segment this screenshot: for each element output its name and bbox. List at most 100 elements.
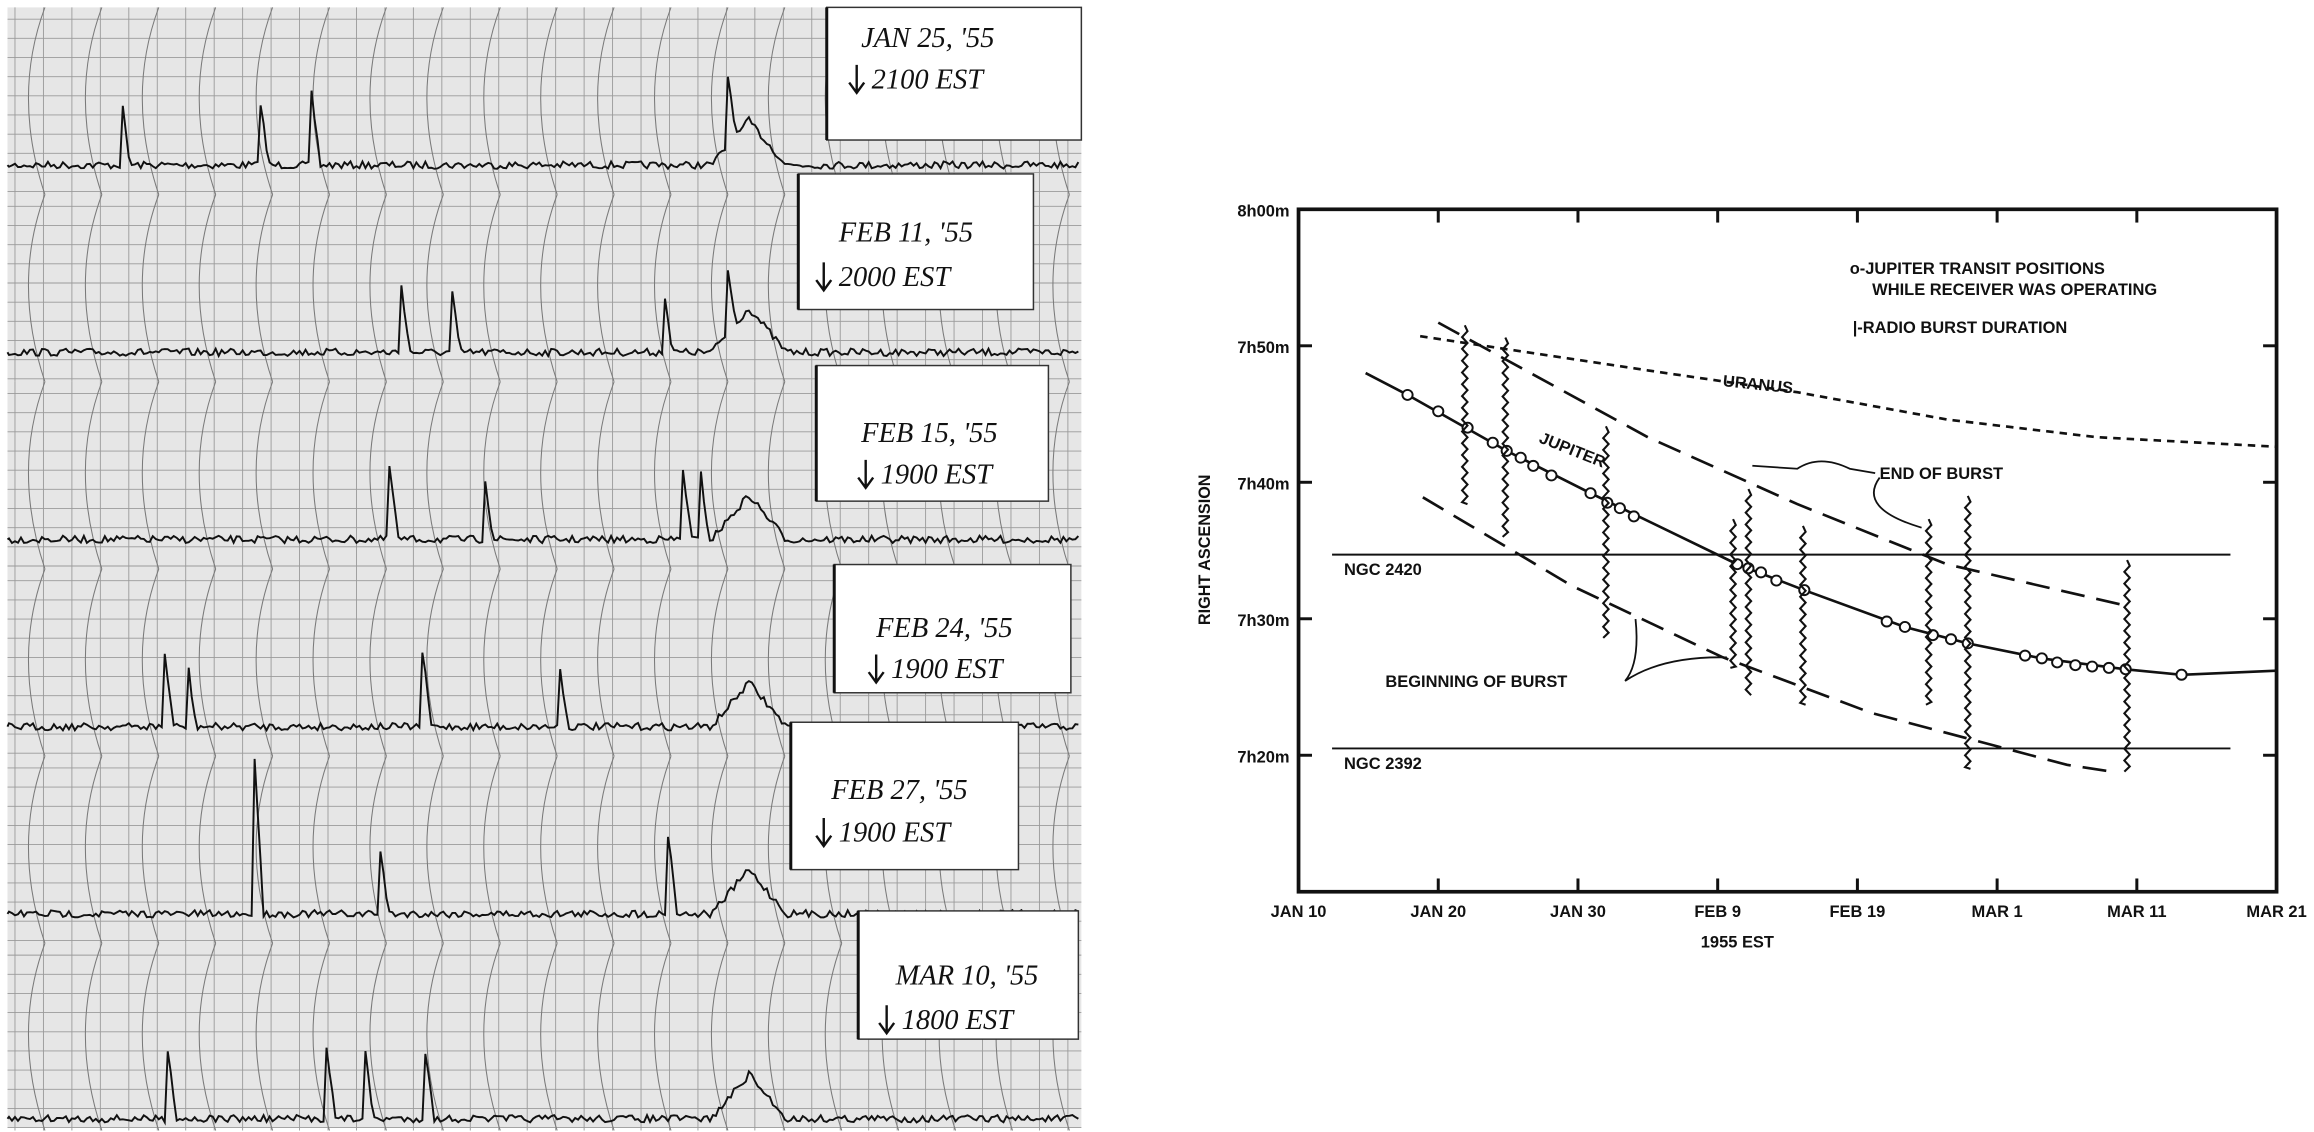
transit-point bbox=[1527, 459, 1540, 472]
strip-trace bbox=[6, 465, 1080, 546]
y-tick-label: 7h20m bbox=[1237, 749, 1289, 767]
recording-date: FEB 11, '55 bbox=[838, 218, 973, 249]
burst-duration bbox=[2122, 559, 2132, 773]
x-tick-label: FEB 9 bbox=[1694, 903, 1741, 921]
recording-strip: FEB 15, '55 1900 EST bbox=[6, 364, 1082, 570]
transit-point bbox=[1944, 633, 1958, 646]
label-card bbox=[833, 563, 1072, 694]
x-tick-label: MAR 21 bbox=[2246, 903, 2306, 921]
curve-label: URANUS bbox=[1722, 372, 1794, 397]
recording-time: 2000 EST bbox=[839, 262, 953, 293]
y-tick-label: 7h30m bbox=[1237, 612, 1289, 630]
burst-duration bbox=[1501, 337, 1510, 538]
transit-point bbox=[1545, 469, 1558, 482]
x-tick-label: JAN 30 bbox=[1550, 903, 1606, 921]
recording-date: FEB 27, '55 bbox=[830, 775, 967, 806]
recording-arrow bbox=[878, 1005, 896, 1036]
x-tick-label: JAN 20 bbox=[1410, 903, 1466, 921]
recording-date: FEB 24, '55 bbox=[875, 613, 1012, 644]
transit-point bbox=[1514, 451, 1527, 464]
transit-point bbox=[1961, 637, 1974, 650]
transit-point bbox=[1613, 502, 1626, 515]
label-card bbox=[790, 721, 1020, 871]
strip-trace bbox=[6, 1047, 1079, 1126]
y-axis-title: RIGHT ASCENSION bbox=[1196, 474, 1214, 625]
legend-text: o-JUPITER TRANSIT POSITIONS bbox=[1850, 260, 2105, 278]
transit-plot: RIGHT ASCENSION 1955 EST o-JUPITER TRANS… bbox=[1196, 203, 2307, 952]
recording-arrow bbox=[815, 818, 833, 849]
recording-strip: FEB 11, '55 2000 EST bbox=[6, 173, 1082, 382]
curve bbox=[1365, 371, 2277, 677]
recording-arrow bbox=[848, 64, 866, 95]
strip-trace bbox=[6, 270, 1079, 359]
burst-duration bbox=[1924, 518, 1934, 706]
recording-time: 1800 EST bbox=[902, 1005, 1016, 1036]
x-tick-label: MAR 11 bbox=[2107, 903, 2166, 921]
burst-duration bbox=[1963, 495, 1972, 770]
burst-duration bbox=[1460, 324, 1469, 506]
label-card bbox=[826, 6, 1083, 141]
transit-point bbox=[1627, 510, 1640, 523]
transit-point bbox=[1926, 629, 1939, 642]
label-card bbox=[815, 364, 1050, 502]
y-tick-label: 7h50m bbox=[1237, 339, 1289, 357]
transit-point bbox=[1898, 620, 1911, 633]
transit-point bbox=[2086, 660, 2099, 673]
transit-point bbox=[2069, 659, 2082, 672]
curve-label: JUPITER bbox=[1537, 429, 1608, 471]
transit-point bbox=[1432, 405, 1445, 418]
recording-strip: FEB 24, '55 1900 EST bbox=[6, 563, 1082, 757]
recording-time: 2100 EST bbox=[872, 65, 986, 96]
recording-date: JAN 25, '55 bbox=[861, 23, 994, 54]
recording-arrow bbox=[815, 262, 833, 293]
recording-time: 1900 EST bbox=[839, 818, 953, 849]
strip-trace bbox=[6, 76, 1080, 171]
recording-date: MAR 10, '55 bbox=[895, 961, 1039, 992]
annotation: BEGINNING OF BURST bbox=[1385, 673, 1567, 691]
transit-point bbox=[2018, 649, 2032, 662]
recording-time: 1900 EST bbox=[891, 654, 1005, 685]
annotation: END OF BURST bbox=[1880, 465, 2003, 483]
burst-duration bbox=[1744, 488, 1753, 696]
label-card bbox=[797, 173, 1035, 311]
reference-label: NGC 2392 bbox=[1344, 755, 1422, 773]
legend-text: WHILE RECEIVER WAS OPERATING bbox=[1872, 281, 2157, 299]
transit-point bbox=[1880, 615, 1893, 628]
x-tick-label: MAR 1 bbox=[1972, 903, 2023, 921]
transit-point bbox=[1486, 436, 1499, 449]
x-tick-label: JAN 10 bbox=[1271, 903, 1327, 921]
transit-point bbox=[2051, 656, 2064, 669]
reference-label: NGC 2420 bbox=[1344, 561, 1422, 579]
transit-point bbox=[1584, 487, 1597, 500]
recording-arrow bbox=[857, 459, 875, 490]
burst-duration bbox=[1798, 525, 1808, 706]
transit-point bbox=[2175, 668, 2188, 681]
recording-strip: JAN 25, '55 2100 EST bbox=[6, 6, 1083, 195]
legend-text: |-RADIO BURST DURATION bbox=[1853, 319, 2068, 337]
recording-date: FEB 15, '55 bbox=[860, 418, 997, 449]
burst-duration bbox=[1728, 518, 1738, 669]
recording-time: 1900 EST bbox=[881, 460, 995, 491]
annotation-arrow bbox=[1624, 618, 1727, 682]
recording-strip: MAR 10, '55 1800 EST bbox=[6, 910, 1082, 1131]
transit-point bbox=[1461, 421, 1474, 434]
y-tick-label: 8h00m bbox=[1237, 203, 1289, 221]
plot-frame bbox=[1296, 207, 2279, 894]
x-tick-label: FEB 19 bbox=[1830, 903, 1886, 921]
curve bbox=[1419, 334, 2277, 449]
transit-point bbox=[1754, 566, 1768, 579]
burst-duration bbox=[1601, 425, 1611, 639]
recording-strip: FEB 27, '55 1900 EST bbox=[6, 721, 1082, 944]
transit-point bbox=[1401, 388, 1414, 401]
x-axis-title: 1955 EST bbox=[1701, 934, 1774, 952]
label-card bbox=[857, 910, 1080, 1040]
transit-point bbox=[1770, 574, 1783, 587]
transit-point bbox=[2102, 661, 2115, 674]
curve bbox=[1422, 496, 2112, 773]
y-tick-label: 7h40m bbox=[1237, 476, 1289, 494]
annotation-arrow bbox=[1752, 460, 1922, 529]
transit-point bbox=[2035, 652, 2048, 665]
curve bbox=[1437, 321, 2131, 608]
